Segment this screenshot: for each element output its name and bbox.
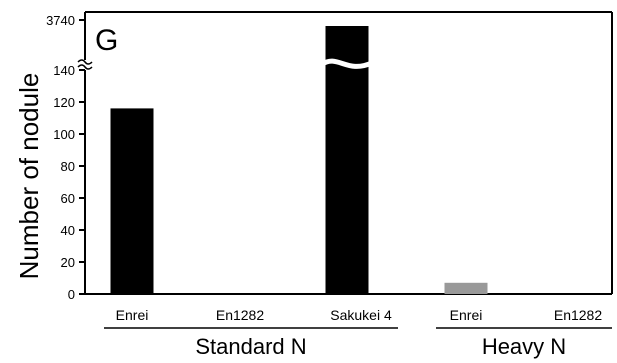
axis-break-mark-bottom [77, 64, 93, 70]
y-tick-label: 60 [61, 191, 75, 206]
x-category-label: Enrei [450, 307, 483, 323]
group-labels: Standard N Heavy N [104, 327, 612, 359]
y-tick-label: 40 [61, 223, 75, 238]
bar-break-mark [321, 58, 373, 69]
x-axis-labels: Enrei En1282 Sakukei 4 Enrei En1282 [116, 307, 603, 323]
bar [110, 108, 154, 295]
y-axis-label: Number of nodule [14, 73, 44, 280]
x-category-label: Enrei [116, 307, 149, 323]
bar [325, 26, 369, 294]
y-tick-label: 20 [61, 255, 75, 270]
axis-break-mark-top [77, 59, 93, 65]
y-tick-label: 140 [53, 63, 75, 78]
group-label: Heavy N [482, 334, 566, 359]
x-category-label: En1282 [216, 307, 264, 323]
x-category-label: Sakukei 4 [330, 307, 392, 323]
group-label: Standard N [195, 334, 306, 359]
bars [110, 26, 488, 295]
y-tick-label-break-top: 3740 [46, 13, 75, 28]
y-tick-label: 80 [61, 159, 75, 174]
bar [444, 282, 488, 294]
panel-letter: G [95, 24, 118, 57]
x-category-label: En1282 [554, 307, 602, 323]
y-tick-label: 100 [53, 127, 75, 142]
y-tick-label: 0 [68, 287, 75, 302]
y-tick-label: 120 [53, 95, 75, 110]
y-axis: 0 20 40 60 80 100 120 140 3740 [46, 12, 93, 302]
